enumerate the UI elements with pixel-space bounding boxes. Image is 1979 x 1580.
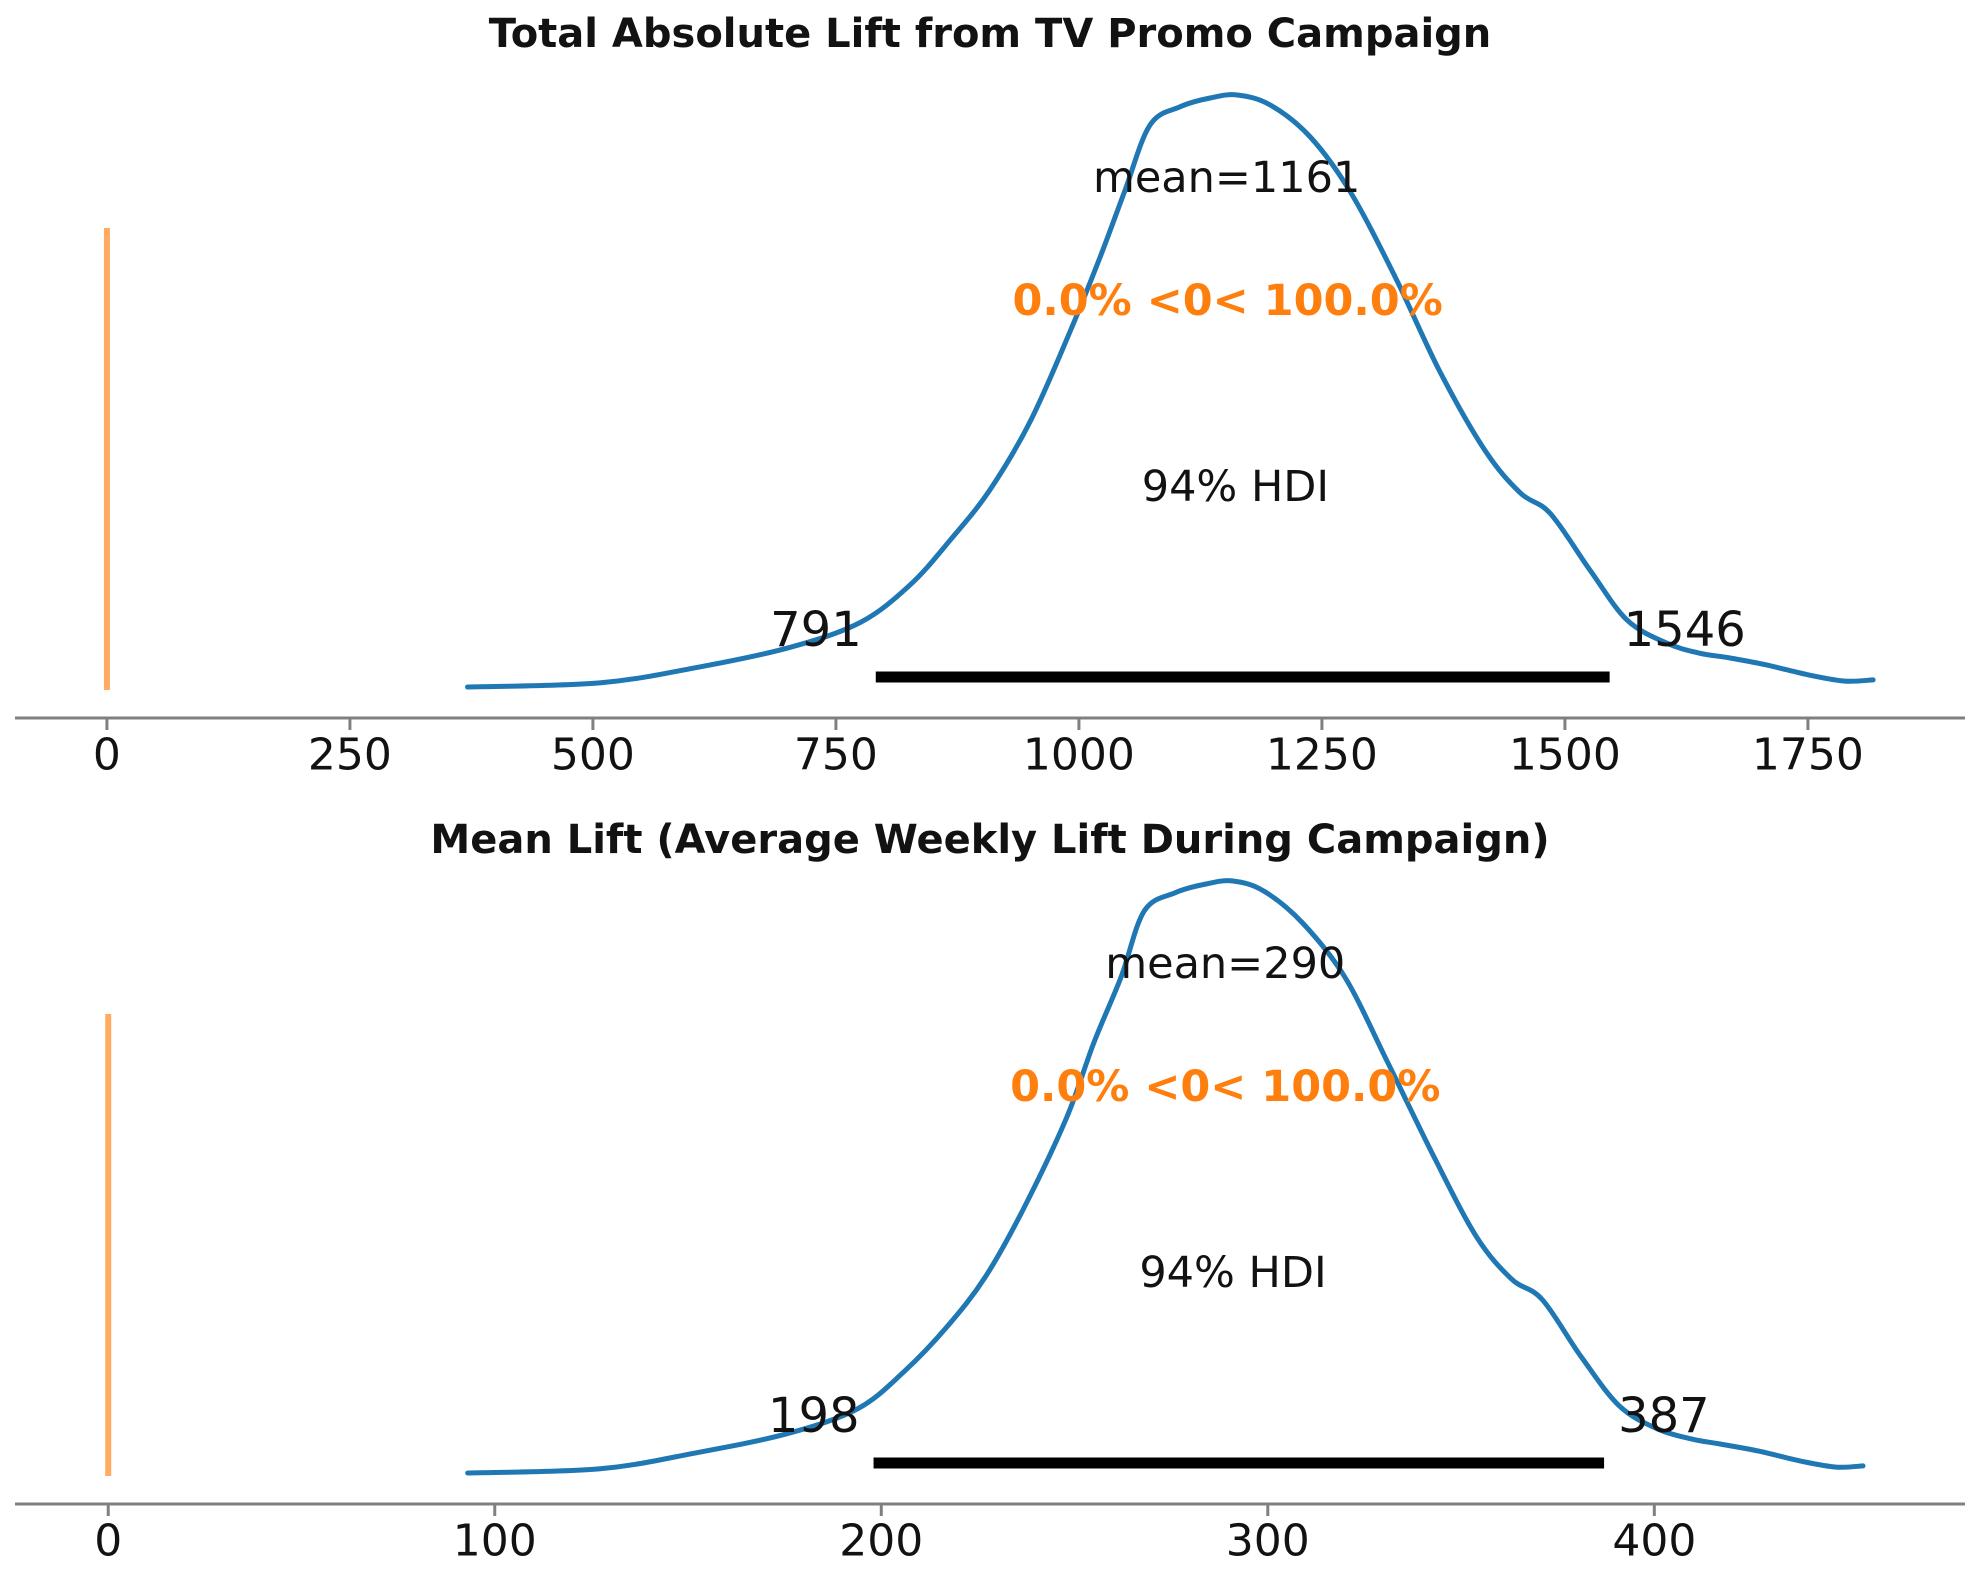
x-axis-tick-label: 0 — [93, 730, 121, 781]
kde-curve — [465, 92, 1876, 690]
ref-value-annotation: 0.0% <0< 100.0% — [1013, 276, 1443, 326]
plot-title: Total Absolute Lift from TV Promo Campai… — [489, 11, 1492, 57]
subplot-total-lift: Total Absolute Lift from TV Promo Campai… — [15, 11, 1965, 781]
x-axis-tick-label: 200 — [839, 1516, 923, 1567]
x-axis-tick-label: 1750 — [1752, 730, 1864, 781]
x-axis-tick-label: 750 — [794, 730, 878, 781]
plot-title: Mean Lift (Average Weekly Lift During Ca… — [430, 817, 1549, 863]
hdi-upper-label: 1546 — [1624, 602, 1746, 658]
hdi-lower-label: 198 — [768, 1388, 860, 1444]
kde-curve — [465, 878, 1866, 1476]
hdi-bar — [875, 671, 1610, 683]
mean-annotation: mean=290 — [1105, 939, 1345, 989]
x-axis-tick-label: 1250 — [1266, 730, 1378, 781]
x-axis-tick-label: 1500 — [1509, 730, 1621, 781]
x-axis-tick-label: 250 — [308, 730, 392, 781]
x-axis-tick-label: 300 — [1226, 1516, 1310, 1567]
posterior-plot-total: Total Absolute Lift from TV Promo Campai… — [15, 11, 1965, 781]
posterior-plot-mean: Mean Lift (Average Weekly Lift During Ca… — [15, 817, 1965, 1567]
mean-annotation: mean=1161 — [1093, 153, 1360, 203]
x-axis-tick-label: 0 — [94, 1516, 122, 1567]
hdi-upper-label: 387 — [1618, 1388, 1710, 1444]
hdi-caption: 94% HDI — [1139, 1248, 1326, 1298]
hdi-bar — [873, 1457, 1605, 1469]
x-axis-tick-label: 100 — [453, 1516, 537, 1567]
hdi-caption: 94% HDI — [1142, 462, 1329, 512]
x-axis-tick-label: 500 — [551, 730, 635, 781]
subplot-mean-lift: Mean Lift (Average Weekly Lift During Ca… — [0, 790, 1979, 1580]
ref-value-annotation: 0.0% <0< 100.0% — [1010, 1062, 1440, 1112]
x-axis-tick-label: 1000 — [1023, 730, 1135, 781]
hdi-lower-label: 791 — [770, 602, 862, 658]
x-axis-tick-label: 400 — [1612, 1516, 1696, 1567]
